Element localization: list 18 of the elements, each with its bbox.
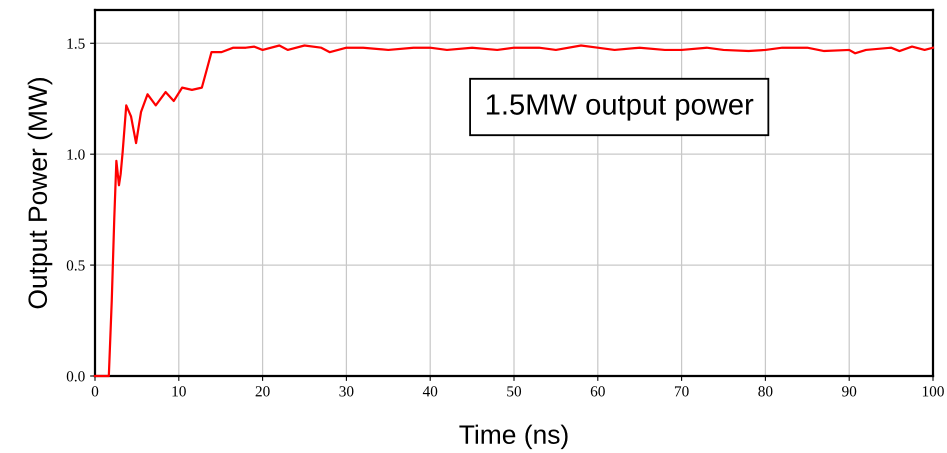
y-tick-label: 0.5 — [66, 260, 85, 271]
x-tick-label: 60 — [590, 386, 605, 396]
x-tick-label: 90 — [842, 386, 856, 396]
y-tick-label: 0.0 — [66, 371, 85, 382]
x-tick-label: 50 — [507, 386, 522, 396]
x-tick-label: 20 — [256, 386, 270, 396]
x-tick-label: 10 — [172, 386, 186, 396]
y-axis-title: Output Power (MW) — [28, 78, 52, 308]
y-tick-label: 1.0 — [68, 149, 85, 160]
annotation: 1.5MW output power — [486, 94, 754, 121]
x-tick-label: 40 — [422, 386, 438, 396]
x-tick-label: 70 — [674, 386, 689, 396]
x-tick-label: 0 — [92, 386, 98, 396]
x-axis-title: Time (ns) — [459, 424, 568, 450]
x-tick-label: 80 — [758, 386, 772, 396]
x-tick-label: 30 — [339, 386, 354, 396]
y-tick-label: 1.5 — [68, 38, 85, 49]
x-tick-label: 100 — [922, 386, 944, 396]
